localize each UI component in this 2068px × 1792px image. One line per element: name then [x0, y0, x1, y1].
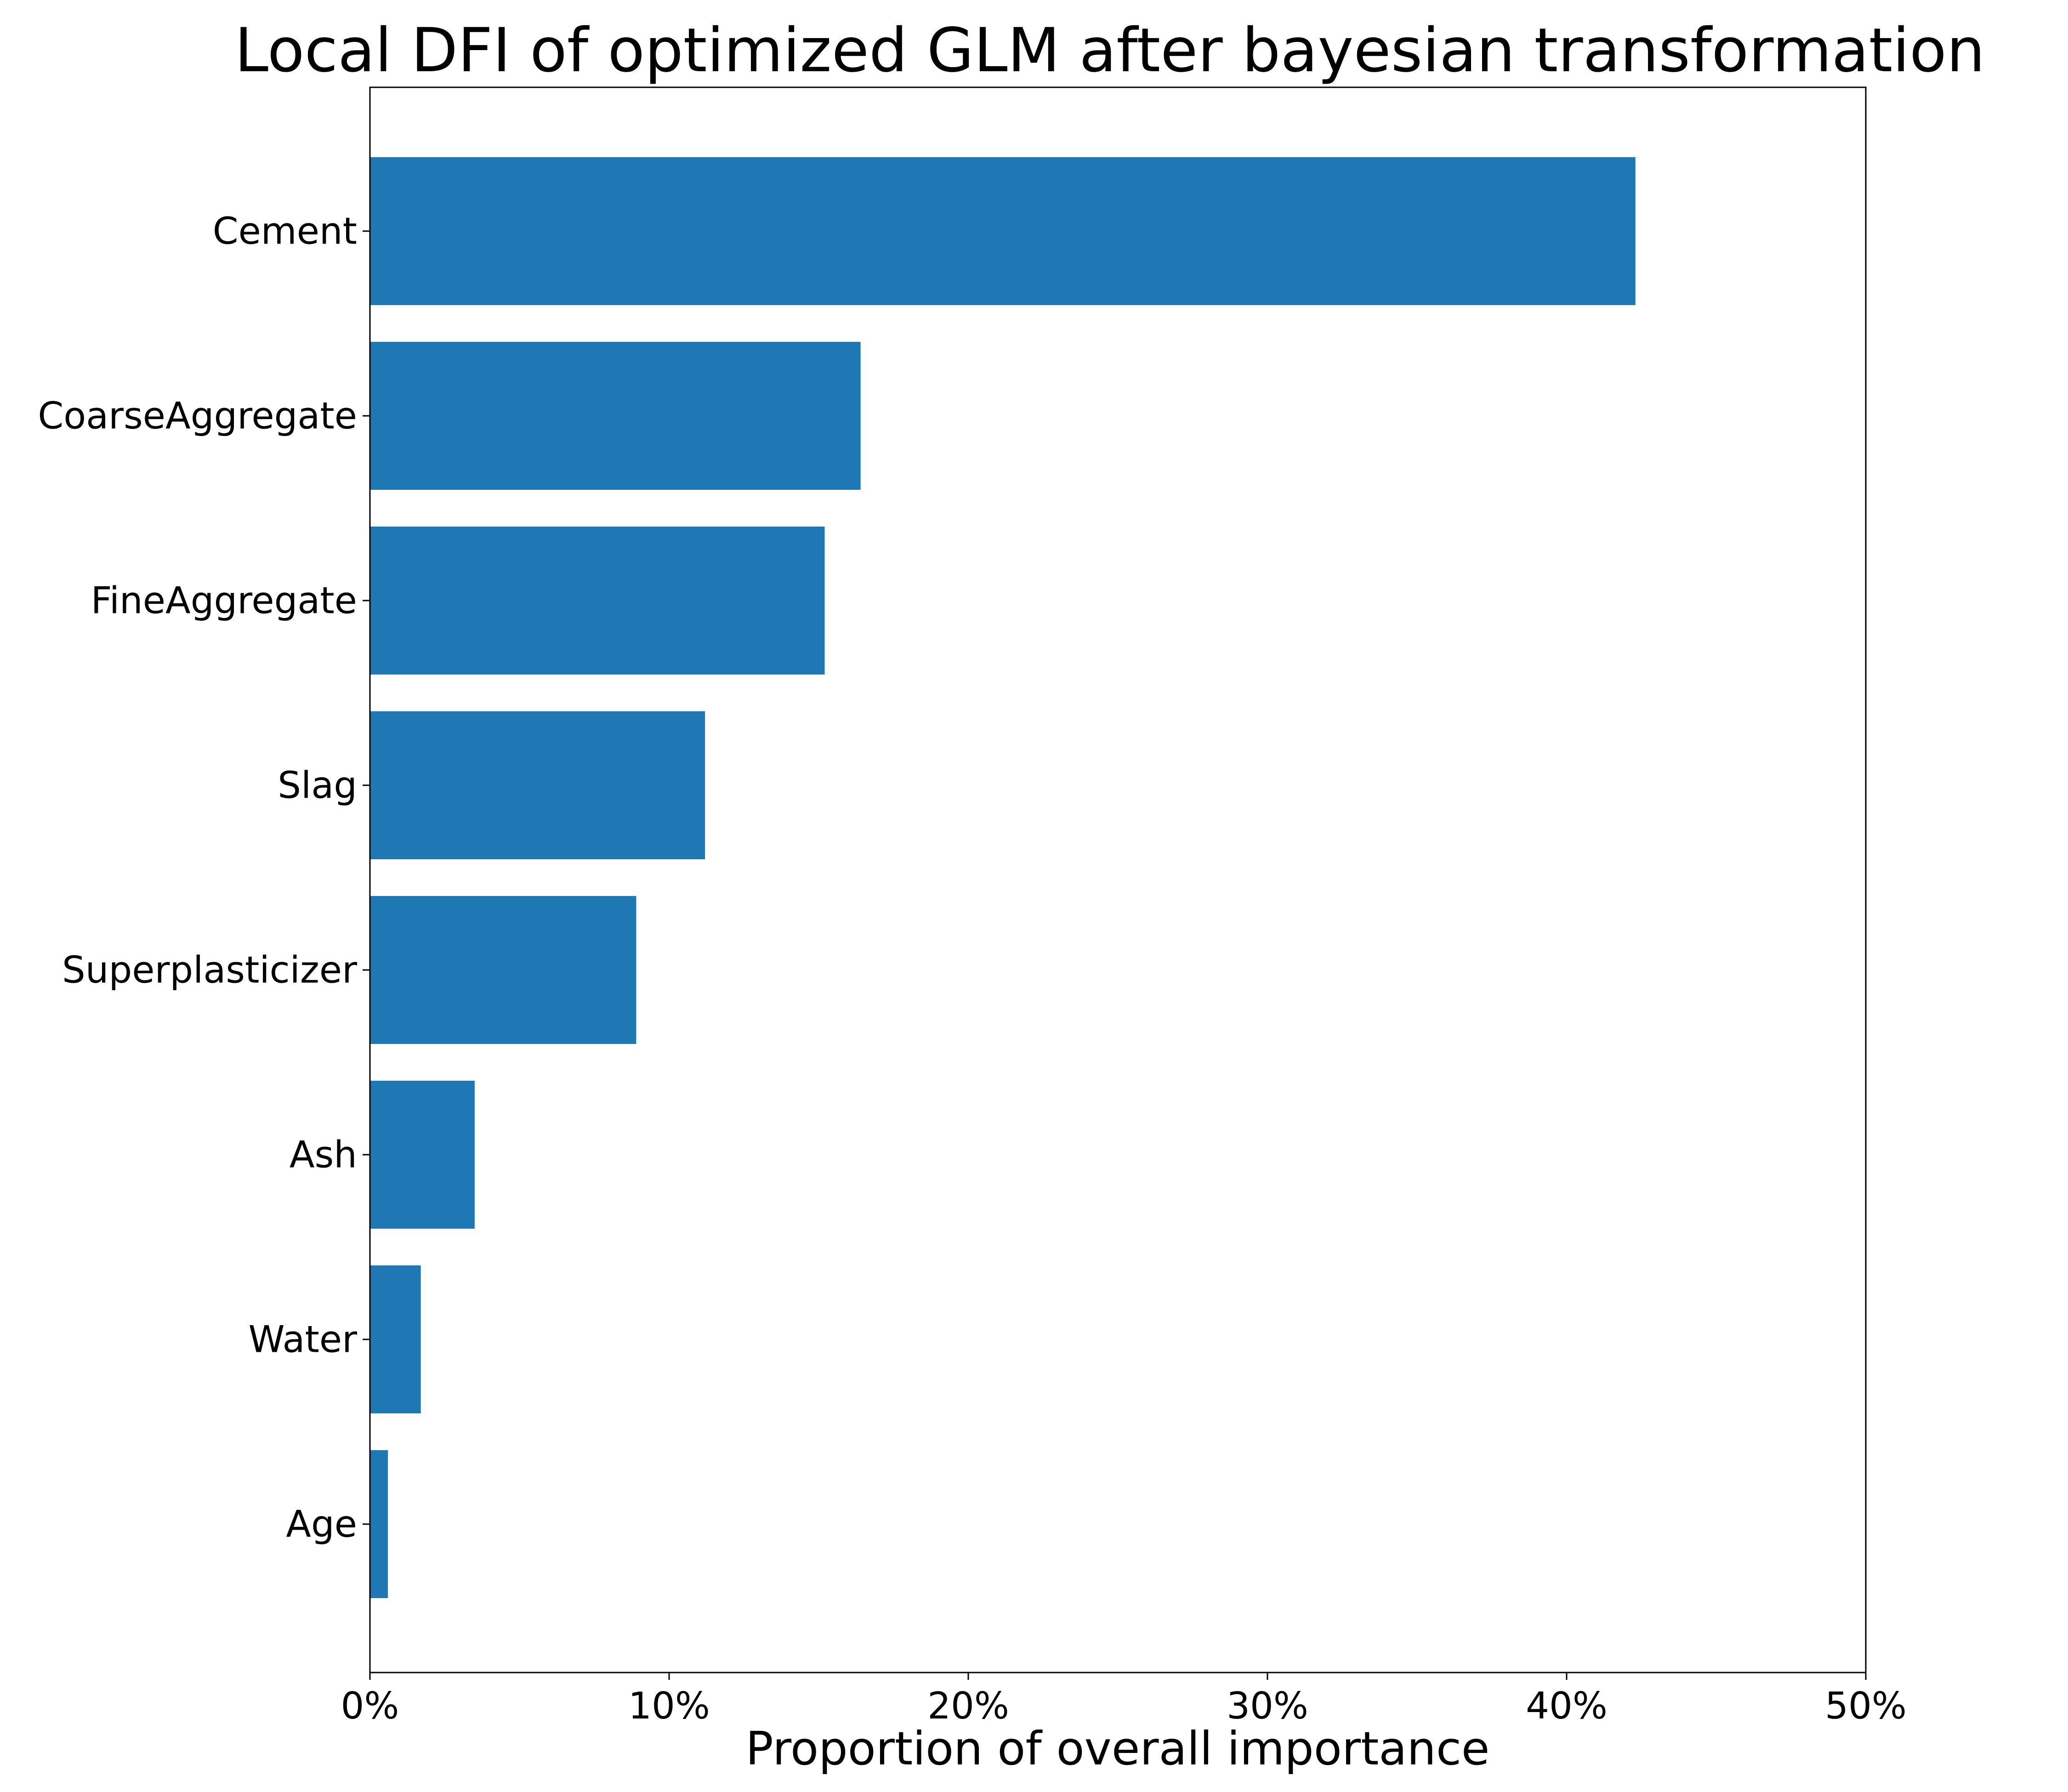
bar-coarseaggregate — [370, 342, 861, 490]
bar-fineaggregate — [370, 527, 825, 675]
bar-superplasticizer — [370, 896, 636, 1044]
x-tick-label-20: 20% — [927, 1684, 1009, 1727]
y-tick-label-age: Age — [286, 1503, 357, 1546]
y-tick-label-water: Water — [249, 1318, 358, 1361]
bar-water — [370, 1265, 421, 1413]
bar-ash — [370, 1081, 475, 1229]
y-tick-label-fineaggregate: FineAggregate — [91, 579, 357, 622]
x-tick-label-30: 30% — [1227, 1684, 1308, 1727]
y-tick-label-superplasticizer: Superplasticizer — [62, 949, 357, 992]
plot-frame — [369, 86, 1867, 1673]
y-tick-label-coarseaggregate: CoarseAggregate — [38, 395, 357, 437]
x-axis-label: Proportion of overall importance — [746, 1722, 1490, 1775]
bar-slag — [370, 711, 705, 859]
chart-title: Local DFI of optimized GLM after bayesia… — [235, 15, 1985, 86]
y-tick-label-ash: Ash — [290, 1134, 357, 1176]
bar-age — [370, 1450, 388, 1598]
y-tick-label-cement: Cement — [213, 210, 357, 253]
y-tick-label-slag: Slag — [278, 764, 357, 807]
x-axis: 0% 10% 20% 30% 40% 50% — [341, 1673, 1907, 1727]
bar-series — [370, 157, 1636, 1598]
x-tick-label-50: 50% — [1825, 1684, 1907, 1727]
bar-cement — [370, 157, 1636, 305]
x-tick-label-10: 10% — [628, 1684, 710, 1727]
x-tick-label-0: 0% — [341, 1684, 399, 1727]
y-axis: Cement CoarseAggregate FineAggregate Slag Su… — [38, 210, 370, 1546]
x-tick-label-40: 40% — [1526, 1684, 1608, 1727]
